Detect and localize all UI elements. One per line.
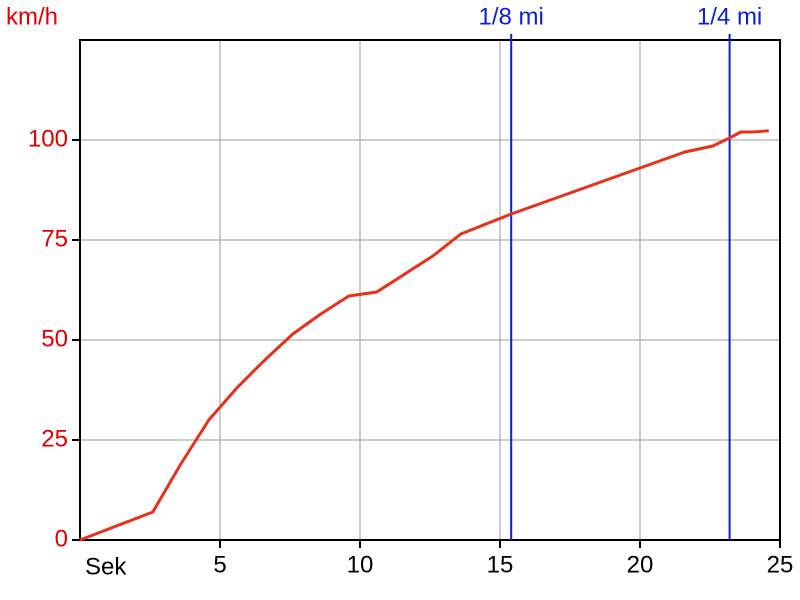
x-tick-label: 5 — [213, 551, 226, 578]
distance-marker-label: 1/8 mi — [479, 3, 544, 30]
distance-marker-label: 1/4 mi — [697, 3, 762, 30]
y-tick-label: 100 — [28, 125, 68, 152]
plot-frame — [79, 39, 781, 541]
x-tick-label: 20 — [627, 551, 654, 578]
speed-line — [79, 129, 769, 542]
y-tick-label: 0 — [55, 525, 68, 552]
x-tick-label: 10 — [347, 551, 374, 578]
x-axis-label: Sek — [85, 553, 127, 580]
y-tick-label: 50 — [41, 325, 68, 352]
x-tick-label: 25 — [767, 551, 794, 578]
y-axis-label: km/h — [6, 3, 58, 30]
y-tick-label: 25 — [41, 425, 68, 452]
y-tick-label: 75 — [41, 225, 68, 252]
x-tick-label: 15 — [487, 551, 514, 578]
